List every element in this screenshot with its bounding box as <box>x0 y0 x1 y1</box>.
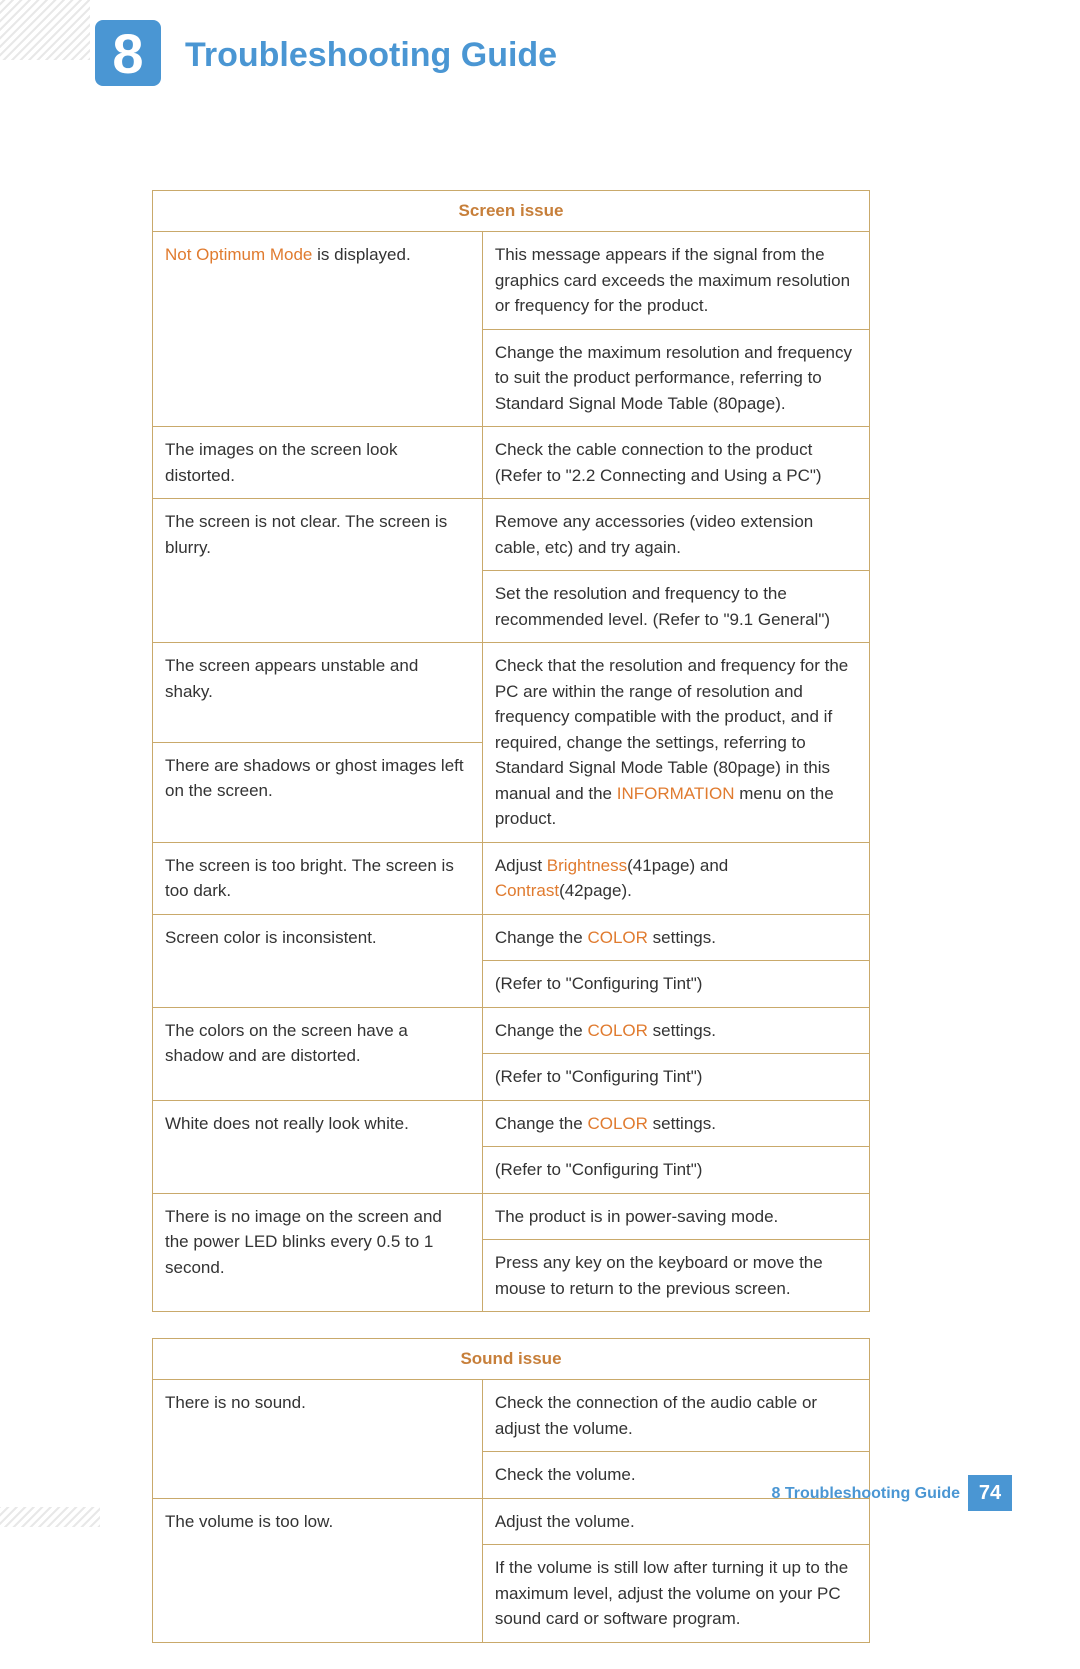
solution-cell: Check the cable connection to the produc… <box>482 427 869 499</box>
screen-issue-heading: Screen issue <box>153 191 870 232</box>
issue-cell: Not Optimum Mode is displayed. <box>153 232 483 427</box>
solution-cell: Remove any accessories (video extension … <box>482 499 869 571</box>
table-row: Screen color is inconsistent. Change the… <box>153 914 870 961</box>
screen-issue-table: Screen issue Not Optimum Mode is display… <box>152 190 870 1312</box>
solution-cell: If the volume is still low after turning… <box>482 1545 869 1643</box>
issue-cell: The screen appears unstable and shaky. <box>153 643 483 743</box>
solution-cell: Press any key on the keyboard or move th… <box>482 1240 869 1312</box>
table-row: White does not really look white. Change… <box>153 1100 870 1147</box>
solution-cell: Change the COLOR settings. <box>482 1100 869 1147</box>
solution-cell: (Refer to "Configuring Tint") <box>482 961 869 1008</box>
issue-cell: The colors on the screen have a shadow a… <box>153 1007 483 1100</box>
issue-cell: Screen color is inconsistent. <box>153 914 483 1007</box>
table-row: The screen is too bright. The screen is … <box>153 842 870 914</box>
table-row: Not Optimum Mode is displayed. This mess… <box>153 232 870 330</box>
issue-cell: White does not really look white. <box>153 1100 483 1193</box>
chapter-badge: 8 <box>95 20 161 86</box>
page-header: 8 Troubleshooting Guide <box>0 0 1080 110</box>
solution-cell: (Refer to "Configuring Tint") <box>482 1054 869 1101</box>
table-row: The images on the screen look distorted.… <box>153 427 870 499</box>
page-number-badge: 74 <box>968 1475 1012 1511</box>
header-stripe-decoration <box>0 0 90 60</box>
page-number: 74 <box>979 1482 1001 1505</box>
solution-cell: Set the resolution and frequency to the … <box>482 571 869 643</box>
solution-cell: Change the maximum resolution and freque… <box>482 329 869 427</box>
issue-cell: The screen is too bright. The screen is … <box>153 842 483 914</box>
solution-cell: This message appears if the signal from … <box>482 232 869 330</box>
solution-cell: (Refer to "Configuring Tint") <box>482 1147 869 1194</box>
content-area: Screen issue Not Optimum Mode is display… <box>152 190 870 1669</box>
link-brightness[interactable]: Brightness <box>547 856 627 875</box>
link-information[interactable]: INFORMATION <box>617 784 735 803</box>
table-row: The colors on the screen have a shadow a… <box>153 1007 870 1054</box>
page-footer: 8 Troubleshooting Guide 74 <box>0 1479 1080 1527</box>
solution-cell: The product is in power-saving mode. <box>482 1193 869 1240</box>
link-not-optimum-mode[interactable]: Not Optimum Mode <box>165 245 312 264</box>
link-color[interactable]: COLOR <box>587 1021 647 1040</box>
link-color[interactable]: COLOR <box>587 1114 647 1133</box>
page-title: Troubleshooting Guide <box>185 36 557 75</box>
chapter-number: 8 <box>112 21 143 86</box>
table-row: There is no image on the screen and the … <box>153 1193 870 1240</box>
issue-cell: The images on the screen look distorted. <box>153 427 483 499</box>
footer-breadcrumb: 8 Troubleshooting Guide <box>772 1485 960 1503</box>
issue-cell: There are shadows or ghost images left o… <box>153 742 483 842</box>
solution-cell: Change the COLOR settings. <box>482 1007 869 1054</box>
sound-issue-heading: Sound issue <box>153 1339 870 1380</box>
solution-cell: Adjust Brightness(41page) and Contrast(4… <box>482 842 869 914</box>
footer-stripe-decoration <box>0 1507 100 1527</box>
solution-cell: Change the COLOR settings. <box>482 914 869 961</box>
table-row: The screen appears unstable and shaky. C… <box>153 643 870 743</box>
solution-cell: Check that the resolution and frequency … <box>482 643 869 843</box>
table-row: There is no sound. Check the connection … <box>153 1380 870 1452</box>
issue-cell: There is no image on the screen and the … <box>153 1193 483 1312</box>
table-row: The screen is not clear. The screen is b… <box>153 499 870 571</box>
issue-cell: The screen is not clear. The screen is b… <box>153 499 483 643</box>
link-contrast[interactable]: Contrast <box>495 881 559 900</box>
link-color[interactable]: COLOR <box>587 928 647 947</box>
solution-cell: Check the connection of the audio cable … <box>482 1380 869 1452</box>
